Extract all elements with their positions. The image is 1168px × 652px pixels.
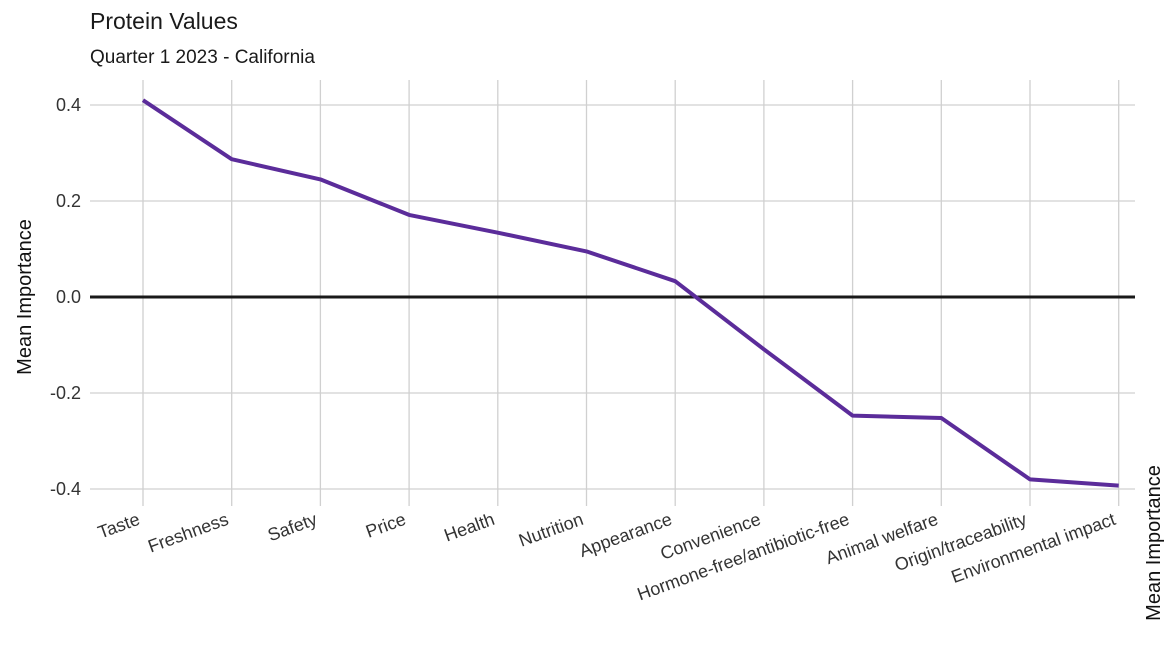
x-tick-label: Nutrition (516, 509, 586, 551)
secondary-axis-title: Mean Importance (1143, 465, 1165, 621)
x-tick-label: Environmental impact (949, 509, 1118, 587)
series-line-group (141, 98, 1119, 488)
x-tick-label: Taste (95, 509, 142, 543)
y-tick-label: -0.2 (50, 383, 81, 403)
y-tick-label: 0.2 (56, 191, 81, 211)
x-tick-label: Freshness (145, 509, 231, 557)
chart-title: Protein Values (90, 8, 238, 34)
y-tick-label: 0.0 (56, 287, 81, 307)
chart-subtitle: Quarter 1 2023 - California (90, 47, 315, 68)
y-tick-label: -0.4 (50, 479, 81, 499)
y-axis-title: Mean Importance (14, 219, 36, 375)
vertical-gridlines (142, 80, 1120, 506)
x-tick-label: Safety (265, 509, 320, 545)
x-tick-label: Health (441, 509, 497, 546)
horizontal-gridlines (90, 104, 1135, 490)
x-tick-label: Price (363, 509, 408, 542)
x-tick-labels: Taste Freshness Safety Price Health Nutrition… (95, 509, 1118, 604)
series-line (141, 98, 1119, 488)
y-tick-labels: 0.4 0.2 0.0 -0.2 -0.4 (50, 95, 81, 499)
y-tick-label: 0.4 (56, 95, 81, 115)
